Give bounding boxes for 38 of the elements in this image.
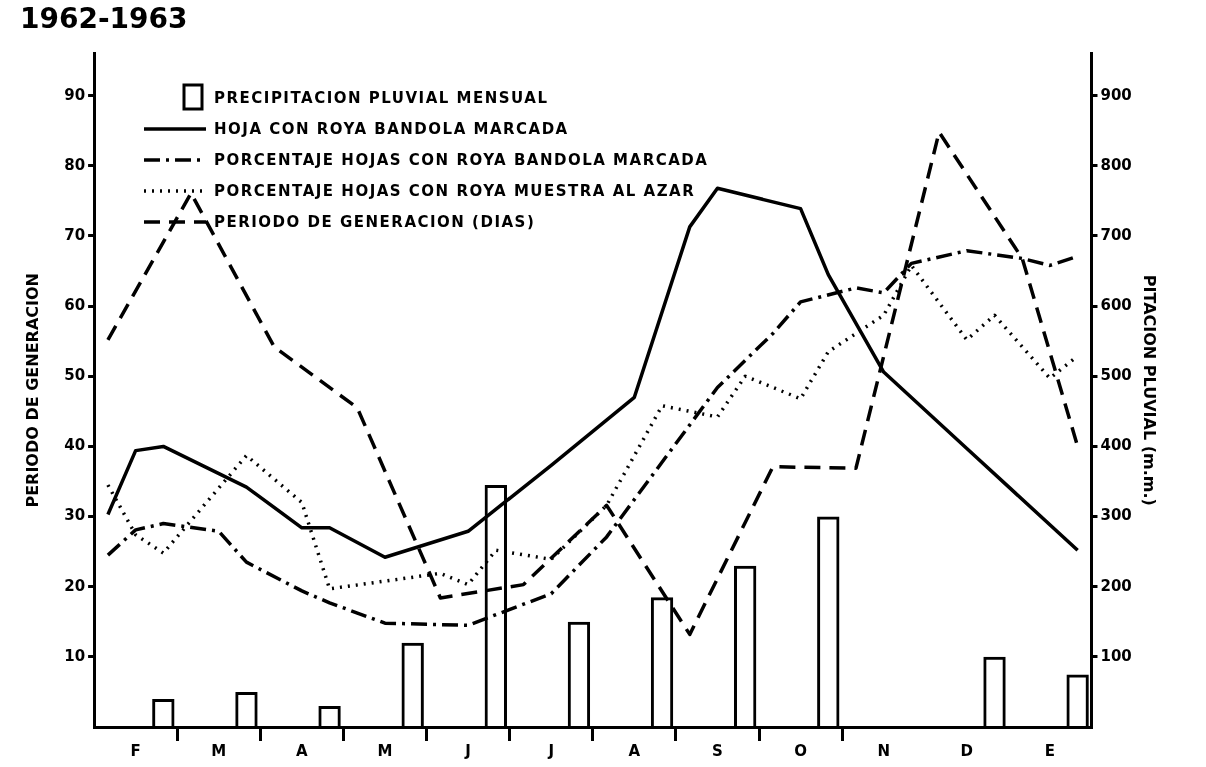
- y-tick-label: 40: [64, 436, 86, 455]
- y-tick-label: 60: [64, 296, 86, 315]
- chart-title: 1962-1963: [20, 2, 188, 36]
- y2-tick-label: 500: [1100, 366, 1132, 385]
- x-tick-label: D: [960, 741, 974, 760]
- x-tick-label: A: [628, 741, 641, 760]
- x-tick-label: S: [712, 741, 723, 760]
- y2-tick-label: 900: [1100, 85, 1132, 104]
- x-tick-label: E: [1044, 741, 1056, 760]
- y2-tick-label: 400: [1100, 436, 1132, 455]
- y-tick-label: 50: [64, 366, 86, 385]
- y2-tick-label: 800: [1100, 155, 1132, 174]
- x-tick-label: J: [547, 741, 555, 760]
- x-tick-label: A: [296, 741, 309, 760]
- y-tick-label: 20: [64, 576, 86, 595]
- y2-tick-label: 700: [1100, 225, 1132, 244]
- y2-tick-label: 600: [1100, 296, 1132, 315]
- y2-tick-label: 200: [1100, 576, 1132, 595]
- legend-label: PERIODO DE GENERACION (DIAS): [214, 212, 536, 231]
- y2-tick-label: 300: [1100, 506, 1132, 525]
- y-tick-label: 70: [64, 225, 86, 244]
- y-axis-title: PERIODO DE GENERACION: [22, 273, 42, 508]
- y-tick-label: 30: [64, 506, 86, 525]
- y-tick-label: 80: [64, 155, 86, 174]
- y-tick-label: 10: [64, 646, 86, 665]
- legend-label: HOJA CON ROYA BANDOLA MARCADA: [214, 119, 569, 138]
- x-tick-label: O: [794, 741, 807, 760]
- x-tick-label: M: [377, 741, 393, 760]
- legend-label: PORCENTAJE HOJAS CON ROYA BANDOLA MARCADA: [214, 150, 709, 169]
- y2-tick-label: 100: [1100, 646, 1132, 665]
- x-tick-label: J: [464, 741, 471, 760]
- x-tick-label: M: [211, 741, 227, 760]
- x-tick-label: N: [877, 741, 890, 760]
- x-tick-label: F: [130, 741, 141, 760]
- legend-label: PORCENTAJE HOJAS CON ROYA MUESTRA AL AZAR: [214, 181, 696, 200]
- y2-axis-title: PITACION PLUVIAL (m.m.): [1140, 274, 1160, 506]
- legend-label: PRECIPITACION PLUVIAL MENSUAL: [214, 88, 549, 107]
- y-tick-label: 90: [64, 85, 86, 104]
